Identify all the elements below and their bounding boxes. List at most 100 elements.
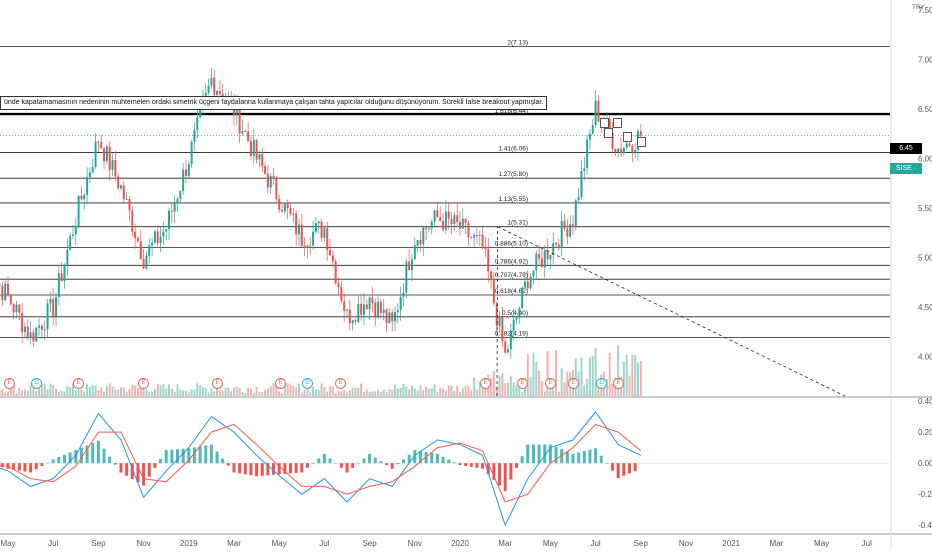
volume-bar (560, 368, 563, 396)
macd-histogram-bar (368, 453, 372, 464)
macd-histogram-bar (418, 451, 422, 464)
candle-body (173, 203, 176, 212)
macd-histogram-bar (469, 463, 473, 467)
dividend-icon[interactable]: D (31, 378, 42, 389)
candle-body (329, 249, 332, 256)
volume-bar (608, 352, 611, 396)
candle-body (572, 224, 574, 226)
volume-bar (365, 389, 368, 396)
dividend-icon[interactable]: D (596, 378, 607, 389)
macd-histogram-bar (441, 456, 445, 464)
time-axis-tick: Nov (408, 539, 422, 548)
macd-histogram-bar (243, 463, 247, 475)
volume-bar (396, 388, 399, 396)
candle-body (504, 341, 507, 353)
volume-bar (515, 385, 518, 396)
volume-bar (574, 358, 577, 396)
candle-body (94, 141, 97, 167)
candle-body (244, 130, 247, 132)
price-axis-tick: 4.00 (918, 352, 932, 361)
candle-body (334, 261, 337, 284)
candle-body (66, 249, 69, 265)
earnings-icon[interactable]: E (480, 378, 491, 389)
volume-bar (628, 375, 631, 396)
volume-bar (80, 389, 83, 396)
candle-body (628, 143, 631, 147)
volume-bar (77, 389, 80, 396)
candle-body (134, 231, 137, 239)
trade-flag-icon (623, 132, 632, 142)
candle-body (9, 294, 12, 305)
earnings-icon[interactable]: E (517, 378, 528, 389)
candle-body (543, 250, 546, 268)
macd-histogram-bar (509, 463, 513, 480)
earnings-icon[interactable]: E (568, 378, 579, 389)
candle-body (498, 317, 501, 327)
earnings-icon[interactable]: E (73, 378, 84, 389)
volume-bar (43, 383, 46, 396)
price-axis-tick: 5.00 (918, 253, 932, 262)
candle-body (57, 273, 60, 298)
earnings-icon[interactable]: E (545, 378, 556, 389)
candle-body (272, 175, 275, 179)
trade-flag-icon (637, 137, 646, 147)
chart-annotation-note[interactable]: ünde kapatamamasının nedeninin muhtemele… (0, 96, 548, 110)
macd-histogram-bar (17, 463, 21, 471)
macd-histogram-bar (266, 463, 270, 476)
earnings-icon[interactable]: E (4, 378, 15, 389)
time-axis-tick: Jul (319, 539, 329, 548)
volume-bar (86, 383, 89, 396)
candle-body (549, 254, 552, 260)
volume-bar (221, 390, 224, 396)
candle-body (574, 200, 577, 226)
dividend-icon[interactable]: D (302, 378, 313, 389)
volume-bar (586, 378, 589, 396)
macd-histogram-bar (396, 463, 400, 465)
volume-bar (334, 392, 337, 396)
candle-body (611, 131, 614, 149)
price-axis-tick: 6.00 (918, 154, 932, 163)
volume-bar (481, 387, 484, 396)
earnings-icon[interactable]: E (335, 378, 346, 389)
candle-body (377, 301, 380, 317)
candle-body (122, 185, 125, 200)
time-axis-tick: Mar (498, 539, 512, 548)
candle-body (49, 298, 52, 304)
macd-histogram-bar (458, 463, 462, 466)
candle-body (374, 302, 377, 317)
volume-bar (204, 387, 207, 396)
macd-histogram-bar (272, 463, 276, 475)
earnings-icon[interactable]: E (212, 378, 223, 389)
candle-body (552, 243, 555, 255)
volume-bar (134, 385, 137, 396)
earnings-icon[interactable]: E (275, 378, 286, 389)
time-axis-tick: Jul (48, 539, 58, 548)
volume-bar (430, 388, 433, 396)
candle-body (362, 304, 365, 315)
macd-histogram-bar (29, 463, 33, 473)
macd-histogram-bar (447, 459, 451, 464)
volume-bar (634, 354, 637, 396)
volume-bar (300, 392, 303, 396)
earnings-icon[interactable]: E (613, 378, 624, 389)
candle-body (18, 304, 21, 313)
candle-body (314, 223, 317, 232)
price-axis-tick: 6.50 (918, 105, 932, 114)
earnings-icon[interactable]: E (138, 378, 149, 389)
volume-bar (210, 388, 213, 396)
candle-body (631, 146, 634, 153)
volume-bar (227, 387, 230, 396)
candle-body (218, 90, 221, 94)
volume-bar (297, 383, 300, 396)
candle-body (566, 228, 569, 237)
volume-bar (563, 382, 566, 396)
volume-bar (495, 386, 498, 396)
candle-body (303, 245, 306, 248)
volume-bar (103, 391, 106, 396)
volume-bar (622, 361, 625, 396)
candle-body (168, 210, 171, 230)
volume-bar (46, 389, 49, 396)
candlesticks (0, 67, 642, 359)
